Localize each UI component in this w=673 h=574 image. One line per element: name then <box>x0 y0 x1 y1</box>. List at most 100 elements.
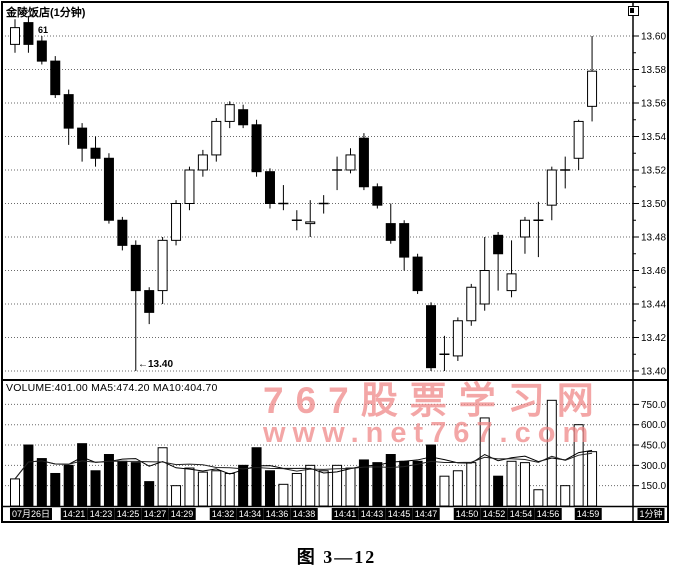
volume-axis-label: 750.0 <box>641 400 666 411</box>
time-axis-label: 14:32 <box>209 508 237 520</box>
time-axis-label: 14:21 <box>60 508 88 520</box>
candlestick-down <box>426 305 437 369</box>
time-axis-label: 14:25 <box>114 508 142 520</box>
volume-ma5-line <box>14 449 593 480</box>
candlestick-down <box>251 124 262 173</box>
candlestick-up <box>519 219 530 238</box>
candlestick-down <box>385 223 396 241</box>
candlestick-up <box>546 169 557 206</box>
volume-bar-down <box>23 444 34 507</box>
candlestick-down <box>238 109 249 126</box>
volume-bar-up <box>184 467 195 507</box>
volume-bar-down <box>63 464 74 507</box>
volume-bar-down <box>251 447 262 507</box>
volume-bar-up <box>157 447 168 507</box>
candlestick-up <box>573 120 584 159</box>
volume-bar-down <box>372 462 383 507</box>
price-axis-label: 13.48 <box>641 233 666 244</box>
time-axis-label: 14:36 <box>263 508 291 520</box>
candlestick-up <box>345 154 356 171</box>
volume-bar-down <box>399 460 410 507</box>
window-restore-icon[interactable] <box>628 6 639 16</box>
volume-axis-label: 450.0 <box>641 441 666 452</box>
period-label: 1分钟 <box>637 508 665 520</box>
candlestick-up <box>466 286 477 322</box>
volume-bar-up <box>224 472 235 507</box>
time-axis-label: 14:45 <box>385 508 413 520</box>
candlestick-up <box>197 154 208 171</box>
volume-bar-up <box>573 424 584 507</box>
price-axis-label: 13.40 <box>641 367 666 378</box>
candlestick-up <box>305 221 316 225</box>
price-axis-label: 13.56 <box>641 99 666 110</box>
candlestick-up <box>506 273 517 292</box>
chart-title: 金陵饭店(1分钟) <box>6 7 86 19</box>
volume-bar-up <box>452 470 463 507</box>
volume-bar-down <box>50 472 61 507</box>
candlestick-down <box>50 60 61 96</box>
volume-bar-up <box>171 485 182 507</box>
volume-bar-up <box>519 462 530 507</box>
volume-bar-up <box>211 470 222 507</box>
volume-bar-up <box>305 464 316 507</box>
volume-bar-down <box>144 481 155 507</box>
volume-bar-down <box>426 444 437 507</box>
price-axis-label: 13.44 <box>641 300 666 311</box>
time-axis-label: 14:38 <box>290 508 318 520</box>
volume-bar-up <box>291 472 302 507</box>
low-price-annotation: ←13.40 <box>138 359 174 370</box>
figure-caption: 图 3—12 <box>296 547 377 567</box>
price-axis-label: 13.46 <box>641 266 666 277</box>
price-axis-label: 13.42 <box>641 333 666 344</box>
volume-bar-up <box>10 478 20 507</box>
volume-bar-up <box>197 471 208 507</box>
time-axis-label: 14:52 <box>480 508 508 520</box>
time-axis-label: 14:29 <box>168 508 196 520</box>
candlestick-up <box>479 270 490 305</box>
time-axis-label: 14:54 <box>507 508 535 520</box>
price-axis-label: 13.50 <box>641 199 666 210</box>
volume-bar-up <box>345 467 356 507</box>
volume-bar-down <box>130 462 141 507</box>
time-axis-label: 14:23 <box>87 508 115 520</box>
candlestick-up <box>224 104 235 122</box>
time-axis-label: 14:59 <box>574 508 602 520</box>
volume-bar-down <box>358 459 369 507</box>
volume-bar-up <box>546 399 557 507</box>
volume-bar-down <box>238 464 249 507</box>
volume-bar-up <box>560 485 571 507</box>
candlestick-up <box>587 70 598 107</box>
candlestick-down <box>412 256 423 292</box>
price-axis-label: 13.60 <box>641 32 666 43</box>
candlestick-down <box>77 127 88 149</box>
candlestick-up <box>171 203 182 241</box>
volume-bar-up <box>439 475 450 507</box>
chart-canvas: 13.60 13.58 13.56 13.54 13.52 13.50 13.48 13.46… <box>3 3 667 521</box>
volume-bar-down <box>36 458 47 507</box>
candlestick-down <box>144 290 155 313</box>
time-axis-label: 14:41 <box>331 508 359 520</box>
time-axis-label: 14:43 <box>358 508 386 520</box>
candlestick-up <box>10 27 20 45</box>
candlestick-down <box>372 186 383 206</box>
volume-bar-up <box>533 489 544 507</box>
time-axis-label: 14:27 <box>141 508 169 520</box>
volume-bar-down <box>385 454 396 507</box>
volume-bar-up <box>466 462 477 507</box>
volume-bar-up <box>318 470 329 507</box>
candlestick-down <box>399 223 410 258</box>
volume-axis-label: 600.0 <box>641 420 666 431</box>
volume-bar-up <box>506 460 517 507</box>
candlestick-up <box>211 120 222 156</box>
volume-axis-label: 150.0 <box>641 481 666 492</box>
candlestick-down <box>103 157 114 221</box>
candlestick-down <box>90 147 101 159</box>
chart-window: 13.60 13.58 13.56 13.54 13.52 13.50 13.48 13.46… <box>1 1 669 523</box>
candlestick-up <box>157 239 168 292</box>
price-axis-label: 13.58 <box>641 65 666 76</box>
volume-bar-down <box>90 470 101 507</box>
time-axis-label: 14:50 <box>453 508 481 520</box>
volume-bar-up <box>587 451 598 507</box>
candlestick-down <box>63 94 74 129</box>
candlestick-down <box>493 234 504 255</box>
